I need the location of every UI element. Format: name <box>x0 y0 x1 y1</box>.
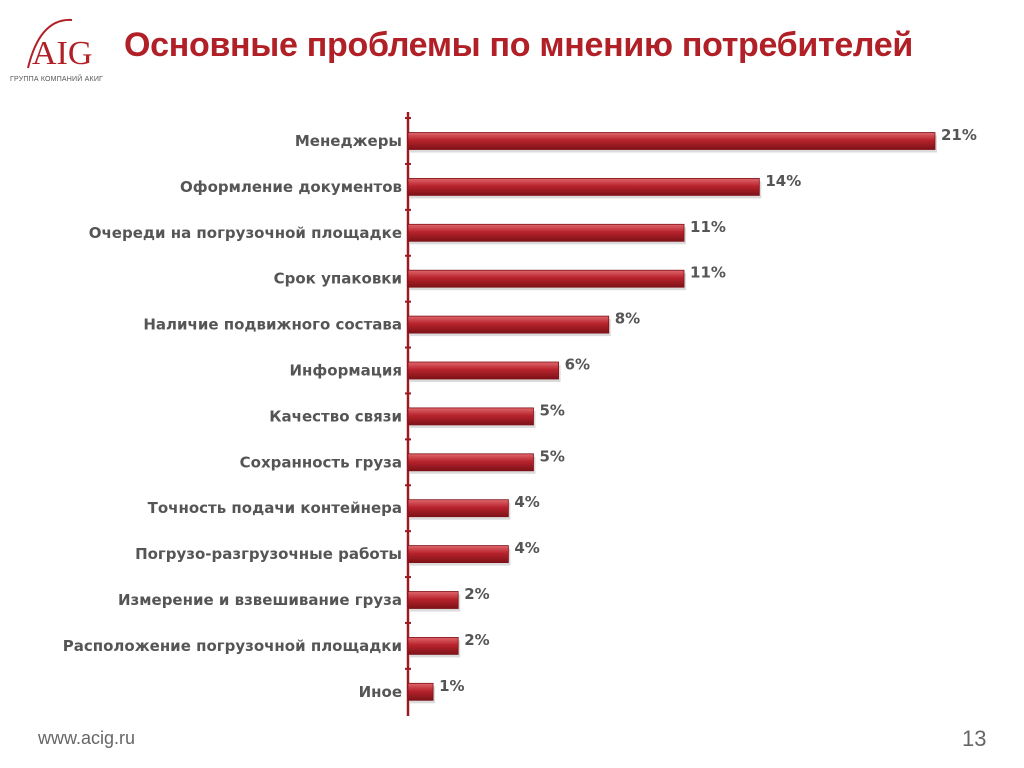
category-label: Информация <box>290 362 403 380</box>
value-label: 5% <box>539 401 564 419</box>
bar <box>407 453 534 472</box>
category-label: Наличие подвижного состава <box>143 316 402 334</box>
category-label: Очереди на погрузочной площадке <box>89 224 402 242</box>
category-label: Расположение погрузочной площадки <box>63 637 402 655</box>
logo-text: AIG <box>32 35 92 72</box>
company-logo: AIG <box>27 18 92 72</box>
bar <box>407 132 936 150</box>
logo-subtitle: ГРУППА КОМПАНИЙ АКИГ <box>10 76 104 83</box>
bar <box>407 177 760 196</box>
bar <box>407 499 509 518</box>
category-label: Качество связи <box>269 407 402 425</box>
bar <box>407 591 459 609</box>
category-label: Точность подачи контейнера <box>148 499 402 517</box>
page-title: Основные проблемы по мнению потребителей <box>124 26 913 64</box>
value-label: 11% <box>690 218 726 236</box>
value-label: 4% <box>514 539 539 557</box>
value-label: 2% <box>464 631 489 649</box>
bar <box>407 361 559 380</box>
value-label: 21% <box>941 126 977 144</box>
value-label: 6% <box>565 356 590 374</box>
category-label: Погрузо-разгрузочные работы <box>135 545 402 563</box>
value-label: 1% <box>439 677 464 695</box>
page-number: 13 <box>962 726 987 751</box>
value-label: 14% <box>765 172 801 190</box>
value-label: 2% <box>464 585 489 603</box>
category-label: Сохранность груза <box>240 453 402 471</box>
logo-arc <box>27 18 73 69</box>
value-label: 8% <box>615 310 640 328</box>
bar <box>407 315 610 334</box>
category-label: Оформление документов <box>180 178 402 196</box>
bar <box>407 223 685 242</box>
bar <box>407 407 534 426</box>
bar <box>407 269 685 288</box>
bar <box>407 682 434 701</box>
value-label: 11% <box>690 264 726 282</box>
category-label: Измерение и взвешивание груза <box>118 591 402 609</box>
footer-url[interactable]: www.acig.ru <box>38 728 136 748</box>
category-label: Иное <box>359 683 402 701</box>
bar <box>407 545 509 563</box>
category-label: Менеджеры <box>295 132 402 150</box>
value-label: 4% <box>514 493 539 511</box>
value-label: 5% <box>539 447 564 465</box>
bar <box>407 637 459 655</box>
category-label: Срок упаковки <box>274 270 402 288</box>
